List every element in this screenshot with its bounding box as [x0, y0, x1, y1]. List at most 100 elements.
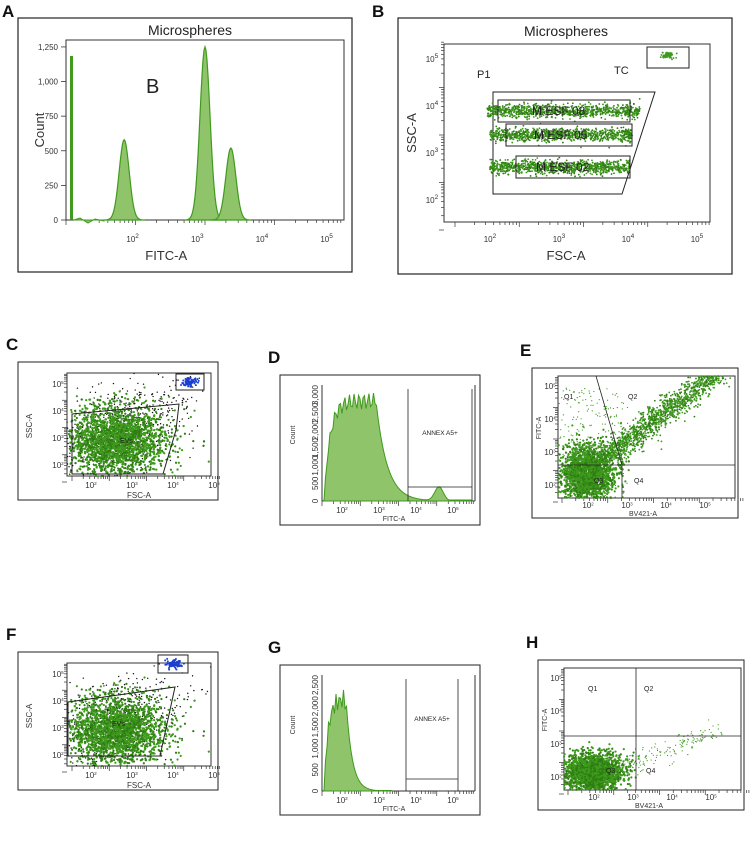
panel-b-band-dot — [585, 108, 588, 110]
panel-c-dot-black — [69, 455, 71, 458]
panel-a-ytick-label: 1,250 — [38, 43, 59, 52]
panel-c-dot-green — [81, 458, 85, 461]
panel-b-gate-p1-label: P1 — [477, 69, 490, 81]
panel-b-band-dot — [495, 104, 497, 107]
panel-b-band-dot — [528, 115, 531, 118]
panel-b-band-dot — [625, 111, 628, 114]
panel-c-dot-black — [94, 391, 97, 394]
panel-c-dot-black — [169, 422, 172, 424]
panel-b-band-dot — [521, 127, 524, 130]
panel-c-dot-black — [94, 416, 97, 418]
panel-c-dot-black — [178, 394, 180, 396]
panel-c-dot-black — [162, 376, 164, 378]
panel-c-dot-green — [127, 398, 130, 401]
panel-b-band-dot — [600, 137, 603, 140]
panel-c-dot-black — [196, 425, 199, 427]
panel-b-band-dot — [589, 170, 592, 172]
panel-b-band-dot — [618, 129, 620, 132]
panel-b-band-dot — [608, 160, 611, 163]
panel-b-band-dot — [599, 130, 601, 133]
panel-b-band-dot — [594, 130, 597, 133]
panel-b-band-dot — [621, 111, 624, 114]
panel-b-band-dot — [500, 114, 503, 116]
panel-b-band-dot — [501, 129, 504, 132]
panel-b-band-dot — [614, 111, 617, 114]
panel-b-band-dot — [627, 109, 630, 112]
panel-c-dot-black — [142, 383, 145, 385]
panel-b-band-dot — [515, 111, 518, 113]
panel-b-band-dot — [636, 116, 639, 119]
panel-c-dot-black — [181, 401, 184, 404]
panel-b-band-dot — [594, 136, 596, 139]
panel-b-band-dot — [592, 171, 595, 173]
panel-c-dot-green — [207, 460, 210, 463]
panel-b-band-dot — [613, 104, 615, 107]
panel-b-band-dot — [522, 124, 525, 127]
panel-b-band-dot — [613, 163, 615, 166]
panel-b-band-dot — [494, 165, 497, 168]
panel-c-dot-black — [168, 409, 171, 412]
panel-c-dot-black — [66, 455, 69, 458]
panel-b-band-dot — [589, 166, 592, 169]
panel-c-dot-black — [134, 389, 136, 391]
panel-c-dot-green — [89, 402, 92, 405]
panel-b-xtick-label: 105 — [691, 233, 704, 244]
panel-c-dot-green — [145, 399, 148, 402]
panel-b-band-dot — [617, 137, 619, 140]
panel-b-band-dot — [525, 168, 528, 171]
panel-c-dot-black — [159, 423, 162, 425]
panel-c-dot-black — [138, 391, 141, 394]
panel-c-dot-green — [118, 390, 121, 393]
panel-b-band-dot — [579, 175, 581, 178]
panel-c-dot-green — [153, 400, 156, 403]
panel-b-band-dot — [512, 111, 515, 114]
panel-b-band-dot — [512, 138, 514, 141]
panel-b-band-dot — [508, 165, 511, 167]
panel-b-band-dot — [577, 105, 580, 108]
panel-c-dot-black — [167, 407, 170, 409]
panel-c-dot-green — [104, 465, 108, 468]
panel-c-dot-green — [170, 428, 174, 431]
panel-b-title: Microspheres — [524, 23, 608, 39]
panel-b-band-dot — [520, 136, 522, 139]
panel-b-band-dot — [521, 105, 524, 107]
panel-b-band-dot — [561, 118, 564, 120]
panel-a-label: A — [2, 2, 14, 21]
panel-b-band-dot — [515, 116, 517, 119]
panel-c-dot-green — [193, 409, 196, 412]
panel-b-band-dot — [619, 138, 622, 140]
panel-c-dot-black — [129, 405, 131, 408]
panel-b-band-dot — [610, 115, 613, 117]
panel-c-xtick-label: 104 — [167, 481, 179, 490]
panel-b-band-dot — [558, 156, 561, 159]
panel-b-band-dot — [511, 170, 514, 172]
panel-b-band-dot — [517, 167, 519, 170]
panel-b-band-dot — [511, 116, 514, 119]
panel-c-dot-green — [173, 474, 176, 477]
panel-c-dot-black — [178, 420, 181, 423]
panel-c-dot-green — [126, 467, 129, 471]
panel-c-dot-black — [108, 412, 110, 414]
panel-b-band-dot — [609, 133, 612, 136]
panel-c-dot-black — [100, 382, 103, 384]
panel-b-band-dot — [613, 130, 616, 132]
panel-c-dot-green — [110, 406, 113, 410]
panel-c-dot-black — [114, 461, 116, 464]
panel-b-band-dot — [532, 164, 535, 167]
panel-b-band-dot — [626, 139, 629, 142]
panel-c-dot-black — [122, 417, 124, 419]
panel-c-dot-black — [169, 459, 172, 462]
panel-b-band-dot — [617, 105, 620, 107]
panel-c-dot-green — [132, 410, 135, 414]
panel-c-dot-black — [183, 398, 185, 400]
panel-b-band-dot — [629, 129, 632, 132]
panel-a-noise — [73, 217, 105, 224]
panel-c-dot-black — [133, 399, 136, 401]
panel-b-band-dot — [517, 113, 520, 115]
panel-b-band-dot — [616, 115, 619, 118]
panel-b-band-dot — [493, 105, 495, 108]
panel-b-band-dot — [516, 106, 519, 109]
panel-b-band-dot — [596, 138, 599, 141]
